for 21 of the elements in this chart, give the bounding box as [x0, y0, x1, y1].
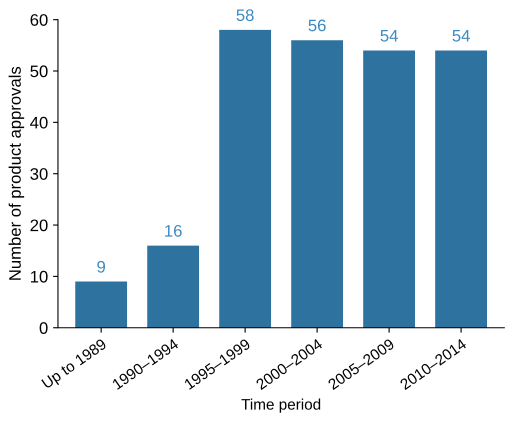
bar [147, 246, 200, 328]
bar [291, 40, 344, 328]
y-tick-label: 60 [30, 14, 48, 26]
y-tick-label: 40 [30, 116, 48, 129]
bar [219, 30, 272, 328]
y-tick-label: 10 [30, 270, 48, 283]
data-label: 56 [308, 20, 326, 32]
y-tick-label: 50 [30, 65, 48, 78]
data-label: 16 [165, 224, 182, 237]
bar [435, 50, 487, 328]
bar [75, 282, 128, 328]
y-axis-title: Number of product approvals [8, 66, 24, 280]
data-label: 9 [97, 260, 106, 273]
data-label: 54 [452, 30, 470, 42]
y-tick-label: 30 [30, 168, 48, 180]
y-tick-label: 20 [30, 219, 48, 232]
x-axis-title: Time period [241, 398, 320, 413]
data-label: 54 [380, 30, 398, 42]
y-tick-label: 0 [40, 322, 48, 334]
bar [363, 50, 416, 328]
data-label: 58 [236, 9, 254, 22]
